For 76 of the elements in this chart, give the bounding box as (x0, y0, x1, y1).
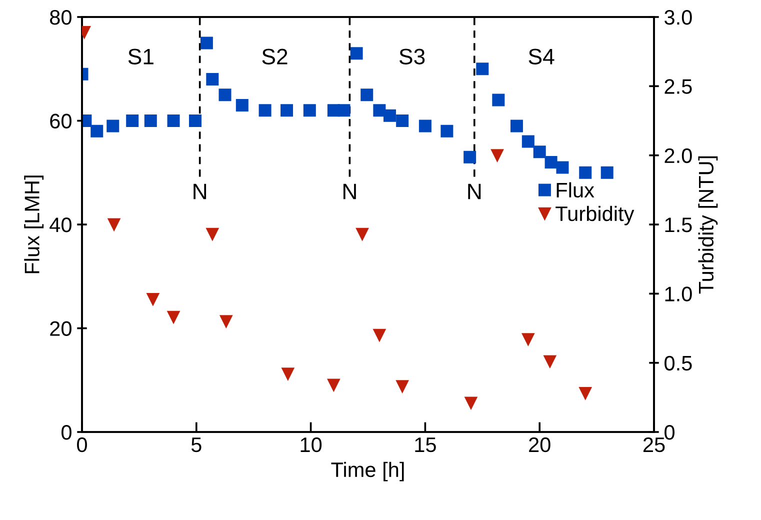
point (464, 396, 478, 410)
y2-axis-title: Turbidity [NTU] (698, 156, 718, 294)
y-tick-label: 20 (50, 321, 72, 336)
point (282, 368, 294, 380)
point (206, 228, 219, 240)
y2-tick-label: 1.5 (665, 218, 692, 232)
y-tick-label: 40 (50, 218, 72, 232)
annotation: S4 (528, 48, 554, 64)
point (189, 114, 202, 127)
y2-tick-label: 0 (664, 425, 674, 440)
legend-label: Flux (556, 182, 594, 198)
point (236, 98, 248, 112)
x-tick-label: 0 (77, 437, 87, 452)
annotation: S3 (399, 48, 425, 64)
x-tick-label: 10 (300, 437, 322, 452)
point (544, 156, 558, 168)
point (396, 380, 409, 393)
point (220, 315, 232, 328)
point (491, 149, 504, 162)
point (167, 114, 180, 127)
y2-tick-label: 2.5 (664, 79, 692, 94)
legend-label: Turbidity (556, 206, 634, 226)
point (373, 328, 386, 342)
y-tick-label: 80 (50, 10, 72, 25)
y2-tick-label: 2.0 (664, 148, 692, 164)
point (327, 378, 340, 392)
y2-tick-label: 0.5 (664, 356, 692, 371)
x-axis-title: Time [h] (331, 462, 404, 482)
point (510, 120, 523, 132)
point (533, 146, 546, 158)
y2-tick-label: 1.0 (665, 286, 692, 302)
point (218, 88, 232, 102)
point (356, 228, 369, 240)
point (579, 387, 592, 400)
point (556, 161, 569, 174)
point (544, 355, 556, 368)
point (418, 120, 432, 132)
ref-line-label: N (468, 184, 481, 200)
point (167, 310, 180, 324)
point (600, 166, 614, 179)
ref-line-label: N (343, 184, 356, 200)
y-tick-label: 60 (50, 114, 72, 129)
point (464, 150, 476, 164)
x-tick-label: 15 (415, 438, 436, 452)
point (396, 114, 409, 127)
point (440, 124, 454, 138)
annotation: S1 (128, 48, 154, 64)
point (108, 218, 120, 231)
y2-tick-label: 3.0 (664, 10, 692, 25)
point (146, 292, 160, 306)
y-tick-label: 0 (62, 425, 72, 440)
ref-line-label: N (194, 184, 206, 200)
point (90, 124, 104, 138)
y-axis-title: Flux [LMH] (24, 176, 44, 274)
point (200, 36, 213, 50)
point (206, 73, 219, 86)
point (126, 114, 139, 127)
x-tick-label: 5 (191, 438, 202, 452)
point (492, 94, 505, 106)
point (373, 104, 386, 117)
point (280, 104, 294, 117)
point (106, 120, 120, 132)
point (383, 109, 396, 122)
point (522, 333, 534, 346)
point (579, 166, 592, 179)
point (303, 104, 316, 117)
point (522, 135, 534, 148)
point (350, 47, 363, 60)
point (476, 62, 489, 76)
x-tick-label: 20 (529, 437, 550, 452)
point (144, 114, 157, 127)
annotation: S2 (262, 48, 288, 64)
x-tick-label: 25 (643, 437, 665, 452)
point (338, 104, 350, 117)
point (258, 104, 272, 117)
point (360, 88, 374, 102)
